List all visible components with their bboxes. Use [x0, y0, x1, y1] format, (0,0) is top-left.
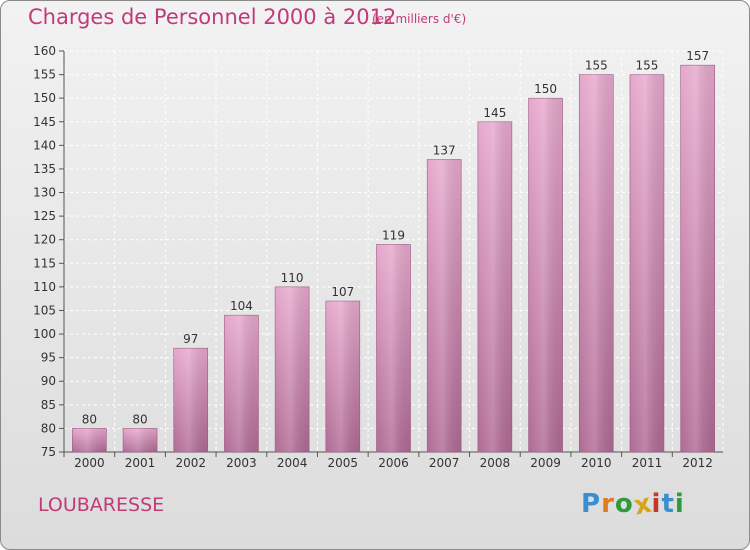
logo-letter: P: [581, 489, 602, 519]
y-tick-label: 75: [41, 445, 56, 459]
logo-letter: r: [601, 489, 615, 519]
logo-letter: t: [661, 489, 675, 519]
y-tick-label: 100: [33, 327, 56, 341]
bar-shine: [72, 428, 107, 452]
chart-subtitle: (en milliers d'€): [372, 12, 467, 26]
bar-value-label: 155: [636, 59, 659, 73]
x-tick-label: 2002: [175, 456, 206, 470]
bar-value-label: 80: [82, 412, 97, 426]
bar-value-label: 119: [382, 228, 405, 242]
y-tick-label: 135: [33, 162, 56, 176]
x-tick-label: 2006: [378, 456, 409, 470]
chart-title: Charges de Personnel 2000 à 2012: [28, 5, 397, 29]
bar-shine: [275, 286, 310, 452]
logo-letter: i: [651, 489, 662, 519]
x-tick-label: 2010: [581, 456, 612, 470]
y-tick-label: 125: [33, 209, 56, 223]
y-tick-label: 105: [33, 303, 56, 317]
logo-letter: o: [614, 489, 634, 519]
bar-shine: [224, 315, 259, 452]
y-tick-label: 85: [41, 398, 56, 412]
bar-value-label: 150: [534, 82, 557, 96]
y-tick-label: 155: [33, 68, 56, 82]
bar-value-label: 137: [433, 144, 456, 158]
x-tick-label: 2008: [480, 456, 511, 470]
y-tick-label: 145: [33, 115, 56, 129]
bar-shine: [579, 74, 614, 453]
bar-shine: [477, 121, 512, 452]
x-tick-label: 2009: [530, 456, 561, 470]
x-tick-label: 2012: [682, 456, 713, 470]
x-tick-label: 2007: [429, 456, 460, 470]
x-tick-label: 2000: [74, 456, 105, 470]
bar-value-label: 104: [230, 299, 253, 313]
x-tick-label: 2005: [328, 456, 359, 470]
logo-letter: i: [674, 489, 685, 519]
x-tick-label: 2001: [125, 456, 156, 470]
x-tick-label: 2003: [226, 456, 257, 470]
bar-shine: [173, 348, 208, 452]
bar-shine: [427, 159, 462, 452]
bar-value-label: 155: [585, 59, 608, 73]
y-tick-label: 95: [41, 351, 56, 365]
location-label: LOUBARESSE: [38, 494, 165, 516]
y-tick-label: 120: [33, 233, 56, 247]
bar-shine: [528, 98, 563, 453]
bar-shine: [123, 428, 158, 452]
x-tick-label: 2011: [632, 456, 663, 470]
y-tick-label: 110: [33, 280, 56, 294]
bar-value-label: 107: [331, 285, 354, 299]
bar-value-label: 97: [183, 332, 198, 346]
proxiti-logo[interactable]: Proxiti: [581, 488, 685, 521]
bar-value-label: 110: [281, 271, 304, 285]
y-tick-label: 160: [33, 44, 56, 58]
y-tick-label: 115: [33, 256, 56, 270]
bar-shine: [629, 74, 664, 453]
y-tick-label: 140: [33, 138, 56, 152]
bar-shine: [325, 301, 360, 452]
y-tick-label: 90: [41, 374, 56, 388]
bar-value-label: 145: [483, 106, 506, 120]
bar-value-label: 157: [686, 49, 709, 63]
bar-shine: [376, 244, 411, 452]
y-tick-label: 130: [33, 186, 56, 200]
y-tick-label: 150: [33, 91, 56, 105]
y-tick-label: 80: [41, 421, 56, 435]
x-tick-label: 2004: [277, 456, 308, 470]
bar-value-label: 80: [132, 412, 147, 426]
bar-shine: [680, 65, 715, 452]
